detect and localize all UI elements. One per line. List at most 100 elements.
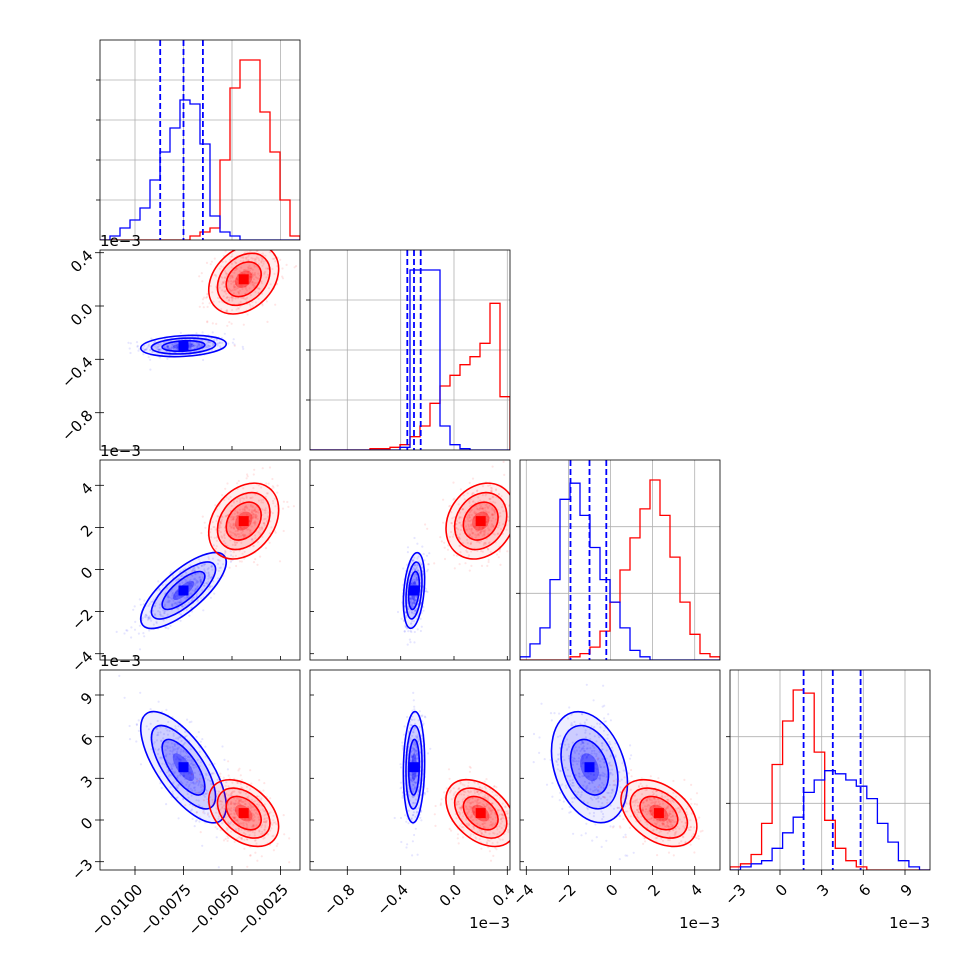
blue-sample-point bbox=[422, 610, 424, 612]
red-sample-point bbox=[513, 523, 515, 525]
blue-sample-point bbox=[586, 684, 588, 686]
red-sample-point bbox=[246, 473, 248, 475]
red-sample-point bbox=[288, 837, 290, 839]
blue-sample-point bbox=[137, 345, 139, 347]
red-sample-point bbox=[520, 517, 522, 519]
red-sample-point bbox=[462, 836, 464, 838]
red-sample-point bbox=[698, 817, 700, 819]
blue-sample-point bbox=[129, 352, 131, 354]
blue-sample-point bbox=[605, 840, 607, 842]
blue-sample-point bbox=[137, 350, 139, 352]
blue-sample-point bbox=[134, 629, 136, 631]
red-sample-point bbox=[204, 522, 206, 524]
blue-sample-point bbox=[407, 630, 409, 632]
red-sample-point bbox=[672, 780, 674, 782]
histogram-p1 bbox=[100, 40, 300, 240]
red-sample-point bbox=[196, 780, 198, 782]
red-sample-point bbox=[294, 266, 296, 268]
red-sample-point bbox=[273, 849, 275, 851]
red-sample-point bbox=[250, 783, 252, 785]
blue-sample-point bbox=[142, 632, 144, 634]
blue-sample-point bbox=[405, 821, 407, 823]
blue-sample-point bbox=[139, 648, 141, 650]
blue-peak-cell bbox=[409, 586, 419, 596]
red-sample-point bbox=[650, 775, 652, 777]
red-sample-point bbox=[265, 482, 267, 484]
red-sample-point bbox=[236, 245, 238, 247]
red-sample-point bbox=[512, 534, 514, 536]
red-sample-point bbox=[492, 466, 494, 468]
red-sample-point bbox=[219, 776, 221, 778]
blue-sample-point bbox=[143, 600, 145, 602]
red-sample-point bbox=[457, 837, 459, 839]
panel-p1-p3 bbox=[116, 466, 295, 650]
red-sample-point bbox=[499, 564, 501, 566]
blue-sample-point bbox=[559, 792, 561, 794]
red-sample-point bbox=[443, 542, 445, 544]
red-sample-point bbox=[503, 461, 505, 463]
blue-sample-point bbox=[594, 823, 596, 825]
red-sample-point bbox=[452, 482, 454, 484]
blue-sample-point bbox=[149, 359, 151, 361]
red-peak-cell bbox=[476, 808, 486, 818]
red-sample-point bbox=[454, 567, 456, 569]
red-sample-point bbox=[237, 769, 239, 771]
red-sample-point bbox=[469, 771, 471, 773]
panel-p2-p3 bbox=[397, 461, 545, 646]
red-sample-point bbox=[254, 558, 256, 560]
blue-sample-point bbox=[421, 714, 423, 716]
red-sample-point bbox=[202, 302, 204, 304]
blue-sample-point bbox=[143, 635, 145, 637]
red-sample-point bbox=[196, 811, 198, 813]
red-sample-point bbox=[222, 575, 224, 577]
blue-sample-point bbox=[563, 801, 565, 803]
blue-sample-point bbox=[202, 609, 204, 611]
red-sample-point bbox=[644, 840, 646, 842]
blue-sample-point bbox=[400, 766, 402, 768]
red-sample-point bbox=[488, 561, 490, 563]
red-sample-point bbox=[186, 576, 188, 578]
blue-sample-point bbox=[124, 697, 126, 699]
blue-sample-point bbox=[602, 706, 604, 708]
blue-sample-point bbox=[425, 590, 427, 592]
red-sample-point bbox=[198, 275, 200, 277]
red-sample-point bbox=[460, 488, 462, 490]
blue-sample-point bbox=[192, 818, 194, 820]
blue-sample-point bbox=[148, 356, 150, 358]
red-sample-point bbox=[481, 565, 483, 567]
histogram-p2 bbox=[310, 250, 510, 450]
red-sample-point bbox=[469, 482, 471, 484]
red-sample-point bbox=[489, 850, 491, 852]
red-sample-point bbox=[269, 797, 271, 799]
panel-p1-p4 bbox=[118, 675, 291, 875]
red-sample-point bbox=[241, 779, 243, 781]
red-sample-point bbox=[253, 473, 255, 475]
red-sample-point bbox=[261, 873, 263, 875]
red-sample-point bbox=[441, 798, 443, 800]
red-sample-point bbox=[207, 306, 209, 308]
blue-sample-point bbox=[218, 866, 220, 868]
blue-sample-point bbox=[419, 710, 421, 712]
red-sample-point bbox=[191, 570, 193, 572]
red-sample-point bbox=[424, 523, 426, 525]
red-sample-point bbox=[199, 778, 201, 780]
red-sample-point bbox=[628, 772, 630, 774]
blue-sample-point bbox=[568, 706, 570, 708]
red-sample-point bbox=[266, 300, 268, 302]
blue-sample-point bbox=[158, 701, 160, 703]
blue-sample-point bbox=[593, 699, 595, 701]
red-sample-point bbox=[239, 560, 241, 562]
red-sample-point bbox=[250, 854, 252, 856]
red-sample-point bbox=[266, 245, 268, 247]
blue-sample-point bbox=[629, 744, 631, 746]
red-sample-point bbox=[521, 821, 523, 823]
red-sample-point bbox=[191, 773, 193, 775]
red-sample-point bbox=[234, 345, 236, 347]
red-sample-point bbox=[492, 855, 494, 857]
blue-sample-point bbox=[427, 752, 429, 754]
blue-sample-point bbox=[405, 846, 407, 848]
blue-sample-point bbox=[414, 631, 416, 633]
red-sample-point bbox=[229, 567, 231, 569]
red-sample-point bbox=[516, 512, 518, 514]
